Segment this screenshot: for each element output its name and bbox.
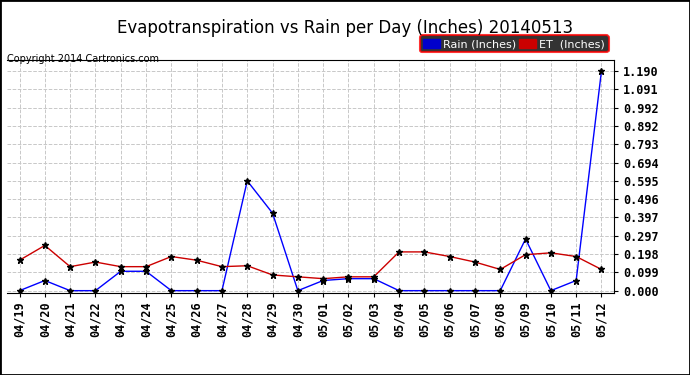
Text: Evapotranspiration vs Rain per Day (Inches) 20140513: Evapotranspiration vs Rain per Day (Inch… bbox=[117, 19, 573, 37]
Legend: Rain (Inches), ET  (Inches): Rain (Inches), ET (Inches) bbox=[420, 35, 609, 52]
Text: Copyright 2014 Cartronics.com: Copyright 2014 Cartronics.com bbox=[7, 54, 159, 64]
